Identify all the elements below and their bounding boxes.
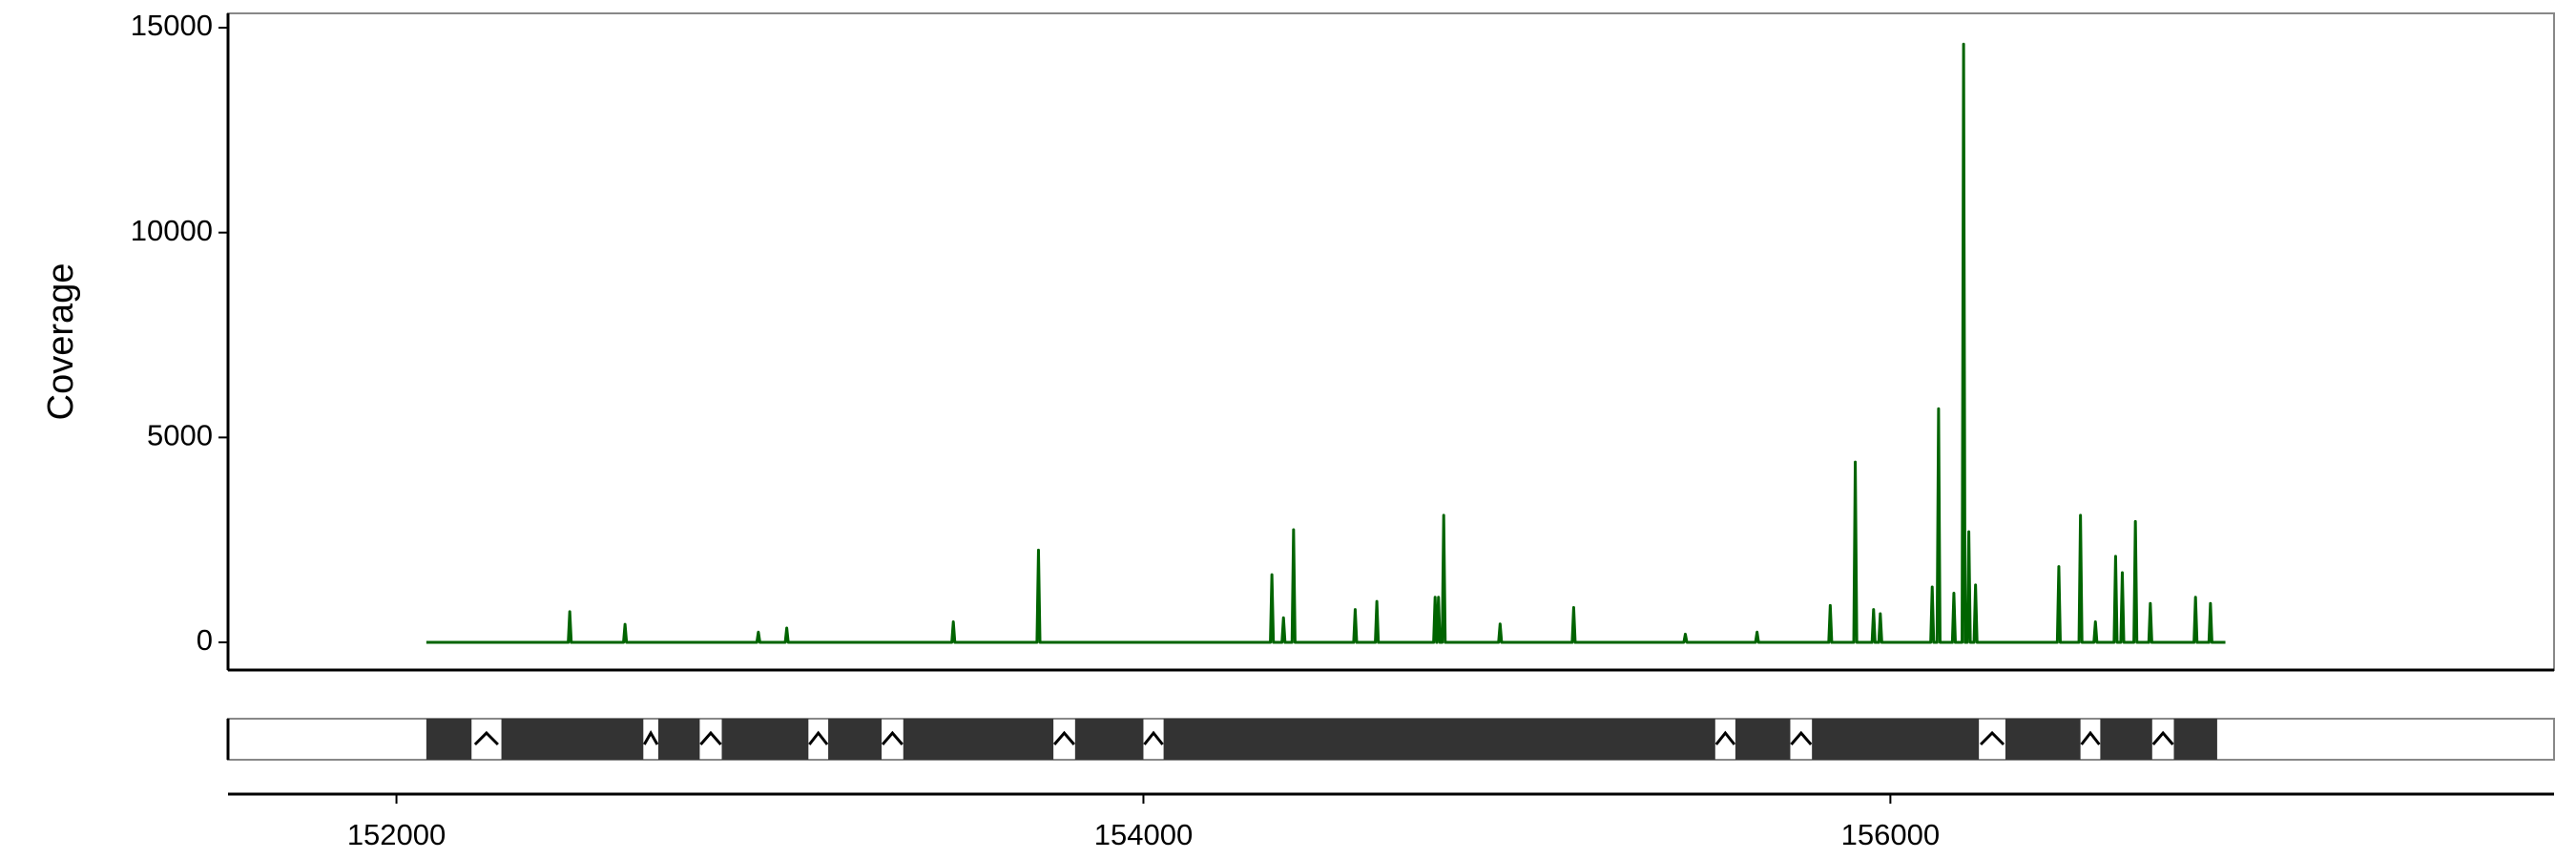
intron-chevron: [881, 730, 904, 745]
exon: [1735, 719, 1791, 760]
x-tick-label: 154000: [1094, 818, 1193, 851]
y-tick-label: 10000: [131, 214, 213, 247]
x-tick-label: 152000: [347, 818, 446, 851]
intron-chevron: [642, 729, 659, 745]
exon: [903, 719, 1054, 760]
intron-chevron: [1052, 730, 1075, 745]
coverage-line: [426, 42, 2226, 644]
exon: [657, 719, 700, 760]
y-axis-title: Coverage: [41, 263, 81, 421]
intron-chevron: [1714, 730, 1736, 745]
intron-chevron: [1790, 730, 1813, 745]
exon: [2005, 719, 2081, 760]
plot-panel: [227, 12, 2555, 671]
intron-chevron: [2080, 730, 2101, 745]
exon: [721, 719, 809, 760]
y-tick-label: 0: [197, 623, 213, 657]
exon: [1074, 719, 1144, 760]
y-tick-label: 5000: [147, 419, 213, 452]
exon: [828, 719, 883, 760]
intron-chevron: [473, 730, 499, 746]
exon: [1163, 719, 1715, 760]
exon: [426, 719, 472, 760]
exon: [2100, 719, 2152, 760]
intron-chevron: [1143, 730, 1164, 745]
y-tick-label: 15000: [131, 9, 213, 42]
exon: [2173, 719, 2217, 760]
intron-chevron: [699, 730, 722, 745]
x-tick-label: 156000: [1841, 818, 1940, 851]
exon: [1812, 719, 1980, 760]
intron-chevron: [2151, 730, 2174, 745]
intron-chevron: [808, 730, 829, 745]
exon: [501, 719, 644, 760]
intron-chevron: [1979, 730, 2005, 746]
